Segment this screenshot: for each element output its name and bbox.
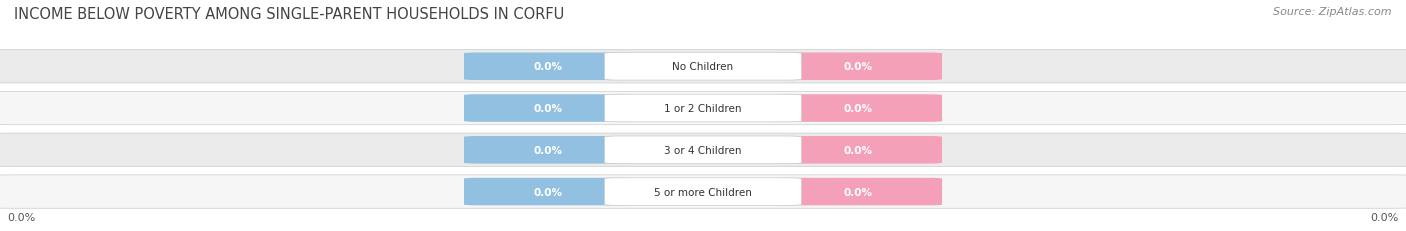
FancyBboxPatch shape [605, 95, 801, 122]
Text: 0.0%: 0.0% [844, 103, 872, 114]
FancyBboxPatch shape [464, 95, 633, 122]
Text: 0.0%: 0.0% [7, 213, 35, 222]
Text: Source: ZipAtlas.com: Source: ZipAtlas.com [1274, 7, 1392, 17]
FancyBboxPatch shape [0, 175, 1406, 208]
Text: 0.0%: 0.0% [844, 145, 872, 155]
Text: 0.0%: 0.0% [844, 187, 872, 197]
Text: 0.0%: 0.0% [534, 145, 562, 155]
FancyBboxPatch shape [773, 53, 942, 81]
Text: 0.0%: 0.0% [534, 62, 562, 72]
Text: No Children: No Children [672, 62, 734, 72]
FancyBboxPatch shape [605, 178, 801, 205]
Text: INCOME BELOW POVERTY AMONG SINGLE-PARENT HOUSEHOLDS IN CORFU: INCOME BELOW POVERTY AMONG SINGLE-PARENT… [14, 7, 564, 22]
FancyBboxPatch shape [464, 178, 633, 205]
FancyBboxPatch shape [773, 178, 942, 205]
FancyBboxPatch shape [464, 137, 633, 164]
Text: 5 or more Children: 5 or more Children [654, 187, 752, 197]
Text: 0.0%: 0.0% [844, 62, 872, 72]
FancyBboxPatch shape [0, 92, 1406, 125]
Text: 0.0%: 0.0% [534, 103, 562, 114]
FancyBboxPatch shape [773, 95, 942, 122]
FancyBboxPatch shape [464, 53, 633, 81]
Text: 1 or 2 Children: 1 or 2 Children [664, 103, 742, 114]
Text: 3 or 4 Children: 3 or 4 Children [664, 145, 742, 155]
FancyBboxPatch shape [0, 134, 1406, 167]
FancyBboxPatch shape [773, 137, 942, 164]
Text: 0.0%: 0.0% [534, 187, 562, 197]
FancyBboxPatch shape [605, 137, 801, 164]
FancyBboxPatch shape [0, 50, 1406, 84]
Text: 0.0%: 0.0% [1371, 213, 1399, 222]
FancyBboxPatch shape [605, 53, 801, 81]
